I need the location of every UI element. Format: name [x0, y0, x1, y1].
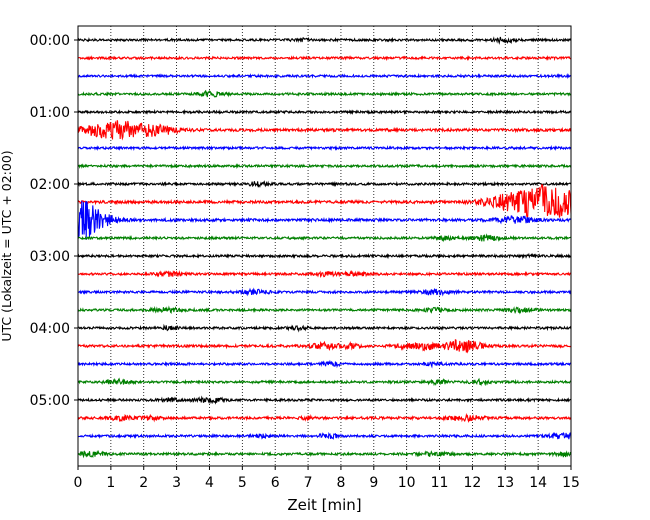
x-axis-ticks: 0 1 2 3 4 5 6 7 8 9 10 11 12 13 14 15	[74, 466, 580, 491]
x-tick-label: 4	[205, 475, 214, 491]
trace-0000	[77, 36, 572, 45]
x-tick-label: 2	[139, 475, 148, 491]
y-tick-label: 01:00	[30, 105, 70, 121]
trace-0415	[77, 339, 572, 354]
x-tick-label: 5	[238, 475, 247, 491]
trace-0215	[77, 183, 572, 219]
x-tick-label: 8	[336, 475, 345, 491]
x-tick-label: 3	[172, 475, 181, 491]
x-tick-label: 10	[398, 475, 416, 491]
trace-0145	[77, 163, 572, 170]
y-axis-label: UTC (Lokalzeit = UTC + 02:00)	[0, 150, 14, 341]
trace-0230	[77, 200, 572, 240]
trace-0045	[77, 89, 572, 98]
trace-0545	[77, 449, 572, 459]
trace-0530	[77, 431, 572, 440]
x-tick-label: 6	[271, 475, 280, 491]
trace-0100	[77, 108, 572, 116]
y-tick-label: 04:00	[30, 321, 70, 337]
trace-0330	[77, 287, 572, 297]
x-tick-label: 13	[496, 475, 514, 491]
y-tick-label: 02:00	[30, 177, 70, 193]
x-tick-label: 14	[529, 475, 547, 491]
trace-0200	[77, 180, 572, 188]
trace-0115	[77, 120, 572, 141]
x-axis-label: Zeit [min]	[287, 496, 361, 514]
x-tick-label: 11	[431, 475, 449, 491]
y-tick-label: 03:00	[30, 249, 70, 265]
trace-0030	[77, 72, 572, 80]
trace-0345	[77, 305, 572, 315]
trace-0400	[77, 323, 572, 333]
trace-0500	[77, 395, 572, 405]
y-tick-label: 00:00	[30, 33, 70, 49]
x-tick-label: 7	[304, 475, 313, 491]
traces-group	[77, 36, 572, 459]
x-tick-label: 0	[74, 475, 83, 491]
plot-background	[78, 26, 571, 466]
trace-0315	[77, 269, 572, 279]
y-axis-ticks: 00:00 01:00 02:00 03:00 04:00 05:00	[30, 33, 78, 409]
trace-0015	[77, 54, 572, 62]
trace-0430	[77, 359, 572, 369]
trace-0515	[77, 412, 572, 423]
trace-0445	[77, 377, 572, 387]
plot-frame	[77, 25, 572, 467]
x-tick-label: 1	[106, 475, 115, 491]
x-tick-label: 9	[369, 475, 378, 491]
grid-lines	[110, 26, 539, 466]
trace-0130	[77, 144, 572, 152]
x-tick-label: 12	[463, 475, 481, 491]
trace-0245	[77, 233, 572, 243]
trace-0300	[77, 252, 572, 260]
y-tick-label: 05:00	[30, 393, 70, 409]
x-tick-label: 15	[562, 475, 580, 491]
